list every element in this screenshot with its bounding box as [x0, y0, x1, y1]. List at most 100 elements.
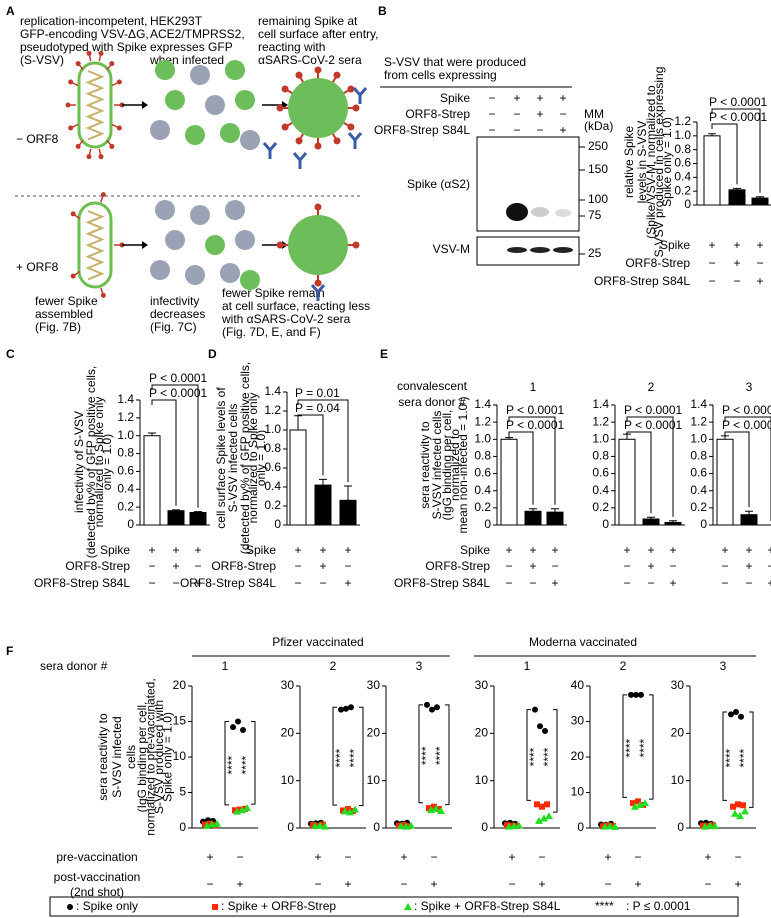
point: [343, 705, 349, 712]
sign: −: [488, 107, 495, 121]
spike-head: [109, 61, 115, 67]
y-tick-label: 20: [475, 726, 489, 740]
significance-bracket: [622, 694, 627, 798]
title: convalescent: [397, 379, 468, 393]
sign: +: [733, 238, 740, 252]
caption: (Fig. 7B): [35, 320, 81, 334]
point: [535, 816, 543, 824]
significance: ****: [419, 746, 433, 765]
y-tick-label: 1.4: [690, 397, 707, 411]
sign: +: [206, 850, 213, 864]
spike-head: [68, 125, 74, 131]
spike-head: [295, 137, 303, 145]
point: [537, 723, 543, 730]
y-tick-label: 0: [481, 820, 488, 834]
caption: infectivity: [150, 294, 199, 308]
sign: +: [767, 543, 771, 557]
y-tick-label: 10: [281, 773, 295, 787]
y-tick-label: 40: [571, 678, 585, 692]
caption: (Fig. 7D, E, and F): [222, 325, 321, 339]
sign: +: [529, 559, 536, 573]
significance-bracket: [508, 416, 556, 505]
sign: +: [745, 559, 752, 573]
point: [730, 803, 736, 810]
y-tick-label: 0.2: [690, 500, 707, 514]
y-tick-label: 20: [281, 726, 295, 740]
point: [407, 821, 415, 829]
significance: ****: [333, 749, 347, 768]
title: sera donor #: [398, 395, 466, 409]
y-tick-label: 0.6: [264, 460, 281, 474]
sign: −: [604, 877, 611, 891]
y-tick-label: 1.0: [674, 128, 691, 142]
spike-head: [116, 79, 122, 85]
condition-name: ORF8-Strep: [65, 559, 130, 573]
antibody: [262, 142, 278, 159]
y-note: (detected by% of GFP positive cells,: [84, 366, 98, 559]
sign: +: [400, 850, 407, 864]
caption: expresses GFP: [150, 40, 233, 54]
error-bar: [194, 511, 202, 513]
spike-head: [75, 143, 81, 149]
spike-head: [281, 123, 289, 131]
point: [437, 806, 445, 814]
bar: [642, 518, 660, 526]
condition-name: Spike: [660, 238, 690, 252]
error-bar: [172, 509, 180, 511]
spike-head: [314, 66, 322, 74]
sign: −: [488, 91, 495, 105]
point: [611, 822, 619, 830]
y-note: (IgG binding per cell,: [440, 410, 454, 521]
band: [530, 247, 550, 253]
antibody: [347, 132, 363, 149]
mm-label: 75: [588, 208, 602, 222]
point: [202, 821, 208, 828]
point: [424, 701, 430, 708]
sign: −: [734, 850, 741, 864]
condition-name: ORF8-Strep S84L: [374, 123, 470, 137]
band: [506, 203, 528, 221]
sign: +: [551, 543, 558, 557]
cell: [190, 65, 210, 85]
donor-number: 1: [530, 380, 537, 394]
point: [728, 711, 734, 718]
y-label: infectivity of S-VSV: [72, 411, 86, 513]
bar: [500, 438, 518, 526]
y-tick-label: 0.4: [474, 483, 491, 497]
significance-bracket: [297, 414, 324, 476]
infected-cell: [288, 215, 348, 275]
sign: +: [344, 543, 351, 557]
sign: +: [194, 576, 201, 590]
p-value: P < 0.0001: [624, 403, 682, 417]
donor-number: 1: [524, 659, 531, 673]
panel-label: D: [208, 347, 217, 361]
y-tick-label: 1.2: [674, 114, 691, 128]
spike-head: [333, 137, 341, 145]
sign: +: [148, 543, 155, 557]
point: [633, 691, 639, 698]
y-tick-label: 0.6: [474, 466, 491, 480]
y-label: cells: [124, 745, 138, 769]
cell: [225, 60, 245, 80]
sign: −: [708, 274, 715, 288]
row-label: − ORF8: [16, 132, 59, 146]
y-tick-label: 0.2: [117, 499, 134, 513]
point: [431, 803, 437, 810]
caption: decreases: [150, 307, 205, 321]
y-tick-label: 1.2: [474, 414, 491, 428]
significance-bracket: [626, 431, 652, 514]
bar: [189, 512, 207, 526]
y-tick-label: 1.2: [690, 414, 707, 428]
p-value: P = 0.01: [295, 386, 340, 400]
point: [340, 807, 346, 814]
significance-bracket: [508, 431, 534, 505]
sign: +: [172, 543, 179, 557]
cell: [150, 120, 170, 140]
y-tick-label: 0: [684, 197, 691, 211]
y-tick-label: 0.4: [690, 483, 707, 497]
donor-number: 1: [222, 659, 229, 673]
y-tick-label: 0: [700, 517, 707, 531]
y-tick-label: 0.4: [117, 481, 134, 495]
y-note: normalized to Spike only: [92, 397, 106, 528]
sign: −: [294, 559, 301, 573]
